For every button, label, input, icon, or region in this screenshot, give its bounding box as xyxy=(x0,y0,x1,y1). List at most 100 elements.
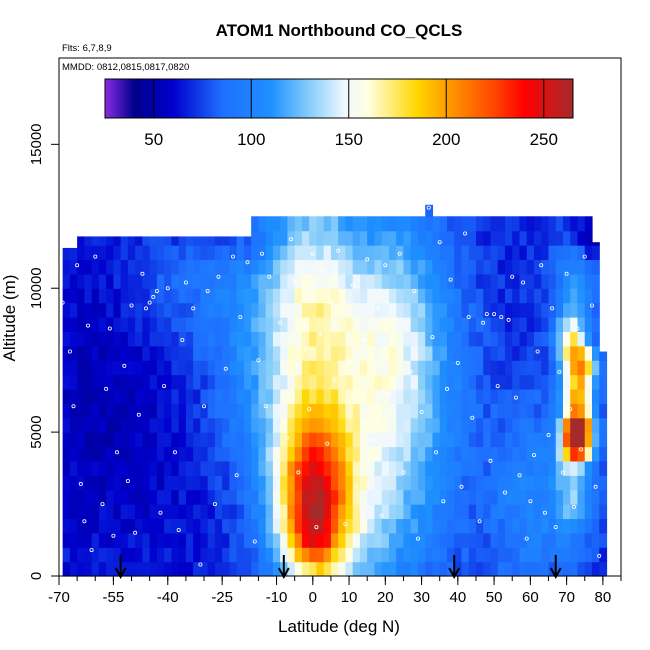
field-cell xyxy=(533,216,542,232)
field-cell xyxy=(410,374,419,390)
field-cell xyxy=(439,345,448,361)
field-cell xyxy=(570,403,579,419)
field-cell xyxy=(258,374,267,390)
field-cell xyxy=(570,288,579,304)
field-cell xyxy=(446,417,455,433)
field-cell xyxy=(127,245,136,261)
field-cell xyxy=(77,547,85,563)
field-cell xyxy=(591,331,600,347)
sample-point xyxy=(122,363,127,368)
field-cell xyxy=(359,288,368,304)
field-cell xyxy=(533,259,542,275)
field-cell xyxy=(120,446,129,462)
field-cell xyxy=(417,288,426,304)
field-cell xyxy=(483,331,492,347)
field-cell xyxy=(120,345,129,361)
field-cell xyxy=(526,489,535,505)
field-cell xyxy=(359,489,368,505)
field-cell xyxy=(106,236,114,246)
field-cell xyxy=(287,532,296,548)
field-cell xyxy=(584,388,593,404)
field-cell xyxy=(120,475,129,491)
sample-point xyxy=(307,407,312,412)
sample-point xyxy=(350,283,355,288)
field-cell xyxy=(374,388,383,404)
field-cell xyxy=(258,489,267,505)
field-cell xyxy=(229,374,238,390)
field-cell xyxy=(599,374,608,390)
field-cell xyxy=(359,230,368,246)
field-cell xyxy=(287,446,296,462)
field-cell xyxy=(570,388,579,404)
field-cell xyxy=(301,345,310,361)
field-cell xyxy=(272,547,281,563)
field-cell xyxy=(338,460,347,476)
field-cell xyxy=(396,317,405,332)
field-cell xyxy=(98,288,107,304)
field-cell xyxy=(417,504,426,520)
profile-arrow xyxy=(277,555,290,580)
field-cell xyxy=(432,561,441,577)
field-cell xyxy=(287,245,296,261)
field-cell xyxy=(106,532,114,548)
field-cell xyxy=(562,360,571,376)
field-cell xyxy=(207,236,216,246)
field-cell xyxy=(287,288,296,304)
field-cell xyxy=(62,532,71,548)
field-cell xyxy=(403,432,412,448)
field-cell xyxy=(432,245,441,261)
field-cell xyxy=(316,331,325,347)
sample-point xyxy=(100,502,105,507)
field-cell xyxy=(425,204,434,217)
field-cell xyxy=(504,504,513,520)
y-tick-label: 10000 xyxy=(28,267,45,309)
field-cell xyxy=(265,374,274,390)
field-cell xyxy=(483,288,492,304)
field-cell xyxy=(258,460,267,476)
field-cell xyxy=(69,331,78,347)
field-cell xyxy=(142,460,151,476)
field-cell xyxy=(396,273,405,289)
field-cell xyxy=(251,417,260,433)
field-cell xyxy=(200,345,209,361)
x-tick-label: 0 xyxy=(309,589,317,606)
field-cell xyxy=(345,446,354,462)
field-cell xyxy=(77,317,85,332)
field-cell xyxy=(272,259,281,275)
field-cell xyxy=(127,331,136,347)
field-cell xyxy=(577,403,586,419)
field-cell xyxy=(359,360,368,376)
field-cell xyxy=(135,460,143,476)
field-cell xyxy=(562,388,571,404)
field-cell xyxy=(142,532,151,548)
field-cell xyxy=(388,403,397,419)
field-cell xyxy=(345,374,354,390)
field-cell xyxy=(69,489,78,505)
sample-point xyxy=(354,484,359,489)
field-cell xyxy=(193,288,201,304)
field-cell xyxy=(417,374,426,390)
field-cell xyxy=(461,317,470,332)
field-cell xyxy=(301,288,310,304)
field-cell xyxy=(519,446,528,462)
field-cell xyxy=(265,230,274,246)
field-cell xyxy=(272,331,281,347)
field-cell xyxy=(425,561,434,577)
field-cell xyxy=(338,273,347,289)
field-cell xyxy=(178,446,187,462)
field-cell xyxy=(562,417,571,433)
field-cell xyxy=(512,547,521,563)
sample-point xyxy=(289,237,294,242)
field-cell xyxy=(541,403,550,419)
field-cell xyxy=(330,561,339,577)
sample-point xyxy=(263,404,268,409)
field-cell xyxy=(280,446,289,462)
field-cell xyxy=(287,230,296,246)
field-cell xyxy=(483,446,492,462)
field-cell xyxy=(410,504,419,520)
field-cell xyxy=(287,345,296,361)
field-cell xyxy=(381,230,390,246)
field-cell xyxy=(446,302,455,318)
field-cell xyxy=(280,388,289,404)
field-cell xyxy=(316,432,325,448)
